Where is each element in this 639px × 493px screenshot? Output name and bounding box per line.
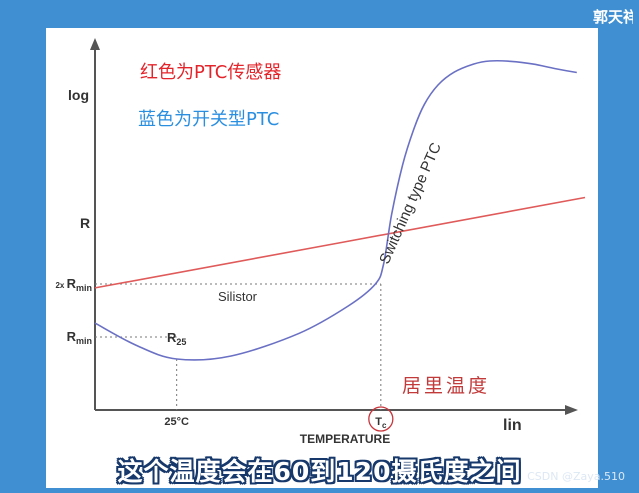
curie-temperature-annotation: 居里温度 xyxy=(402,375,490,397)
chart-panel xyxy=(46,28,598,488)
silistor-label: Silistor xyxy=(218,289,258,304)
y-axis-label: R xyxy=(80,215,90,231)
x-tick-label: Tc xyxy=(375,416,387,430)
video-subtitle: 这个温度会在60到120摄氏度之间 xyxy=(117,457,522,486)
silistor-line xyxy=(94,196,586,289)
curie-point-circle xyxy=(368,406,394,432)
chart-axes xyxy=(90,38,578,415)
x-axis-arrow xyxy=(565,405,578,415)
author-name: 郭天祥 xyxy=(593,8,633,26)
x-axis-label: TEMPERATURE xyxy=(300,432,390,446)
x-tick-label: 25°C xyxy=(164,416,189,428)
y-tick-label: Rmin xyxy=(67,329,92,346)
switching-ptc-curve xyxy=(94,59,577,361)
blue-note-annotation: 蓝色为开关型PTC xyxy=(138,109,279,130)
y-axis-top-label: log xyxy=(68,87,89,103)
r25-label: R25 xyxy=(167,330,186,347)
x-axis-right-label: lin xyxy=(503,417,522,434)
red-note-annotation: 红色为PTC传感器 xyxy=(140,62,281,83)
csdn-watermark: CSDN @Zaya.510 xyxy=(527,470,625,483)
y-tick-label: 2x Rmin xyxy=(55,276,92,293)
y-axis-arrow xyxy=(90,38,100,50)
chart-series xyxy=(94,59,586,361)
dotted-guides xyxy=(95,283,382,410)
